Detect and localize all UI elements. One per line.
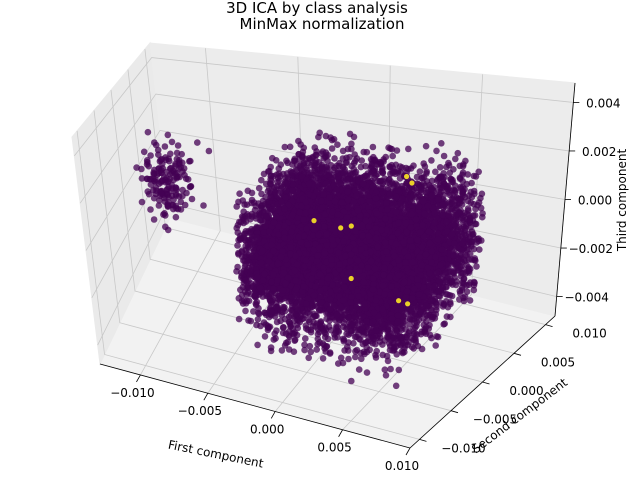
scatter-point-class-0 bbox=[334, 141, 341, 148]
scatter-point-class-0 bbox=[381, 366, 389, 374]
z-grid-line bbox=[74, 57, 574, 157]
scatter-point-class-0 bbox=[242, 307, 249, 315]
scatter-point-class-0 bbox=[382, 372, 390, 379]
scatter-point-class-0 bbox=[313, 346, 321, 353]
scatter-point-class-0 bbox=[389, 152, 397, 160]
scatter-point-class-0 bbox=[352, 168, 360, 176]
scatter-point-class-0 bbox=[258, 190, 265, 198]
scatter-point-class-0 bbox=[428, 157, 435, 164]
scatter-point-class-0 bbox=[255, 184, 263, 192]
scatter-point-class-0 bbox=[393, 351, 401, 358]
scatter-point-class-0 bbox=[346, 130, 354, 138]
scatter-point-class-0 bbox=[434, 333, 442, 341]
scatter-points bbox=[133, 128, 486, 390]
y-grid-line bbox=[76, 130, 420, 440]
scatter-point-class-0 bbox=[369, 143, 377, 151]
scatter-point-class-0 bbox=[358, 157, 366, 164]
scatter-point-class-0 bbox=[413, 173, 421, 181]
scatter-point-class-0 bbox=[457, 290, 464, 297]
z-grid-line bbox=[85, 130, 566, 251]
scatter-point-class-0 bbox=[248, 189, 256, 197]
scatter-point-class-0 bbox=[423, 170, 430, 177]
scatter-point-class-0 bbox=[428, 177, 436, 185]
scatter-point-class-0 bbox=[467, 199, 475, 206]
z-grid-line bbox=[79, 93, 570, 204]
scatter-point-class-0 bbox=[301, 341, 308, 349]
scatter-point-class-0 bbox=[319, 355, 327, 362]
scatter-point-class-0 bbox=[245, 317, 252, 324]
scatter-point-class-0 bbox=[285, 346, 293, 353]
scatter-point-class-0 bbox=[322, 132, 330, 140]
scatter-point-class-0 bbox=[411, 324, 419, 332]
scatter-point-class-0 bbox=[405, 145, 412, 153]
scatter-point-class-0 bbox=[355, 366, 363, 373]
scatter-point-class-0 bbox=[473, 263, 480, 270]
x-grid-line bbox=[140, 48, 221, 376]
scatter-point-class-0 bbox=[393, 326, 401, 334]
scatter-point-class-0 bbox=[250, 308, 257, 315]
scatter-point-class-0 bbox=[307, 348, 315, 356]
scatter-point-class-0 bbox=[422, 142, 430, 150]
scatter-point-class-0 bbox=[236, 190, 243, 197]
scatter-point-class-0 bbox=[234, 263, 241, 271]
scatter-point-class-0 bbox=[234, 242, 241, 249]
scatter-point-class-0 bbox=[314, 340, 322, 348]
scatter-point-class-0 bbox=[254, 341, 261, 349]
scatter-point-class-0 bbox=[433, 147, 440, 155]
scatter-point-class-0 bbox=[432, 310, 440, 318]
scatter-point-class-0 bbox=[352, 353, 359, 361]
scatter-point-class-0 bbox=[286, 143, 294, 151]
scatter-point-class-0 bbox=[456, 296, 463, 303]
scatter-point-class-0 bbox=[348, 140, 355, 148]
scatter-point-class-0 bbox=[462, 157, 469, 165]
scatter-point-class-0 bbox=[305, 354, 313, 362]
scatter-point-class-0 bbox=[470, 245, 478, 253]
scatter-point-class-0 bbox=[313, 148, 320, 155]
scatter-point-class-0 bbox=[337, 354, 345, 362]
scatter-point-class-0 bbox=[416, 168, 424, 175]
scatter-point-class-0 bbox=[281, 143, 289, 151]
scatter-point-class-0 bbox=[239, 197, 247, 204]
scatter-point-class-0 bbox=[331, 155, 338, 162]
y-grid-line bbox=[93, 110, 452, 412]
scatter-point-class-0 bbox=[470, 286, 478, 294]
scatter-point-class-0 bbox=[393, 147, 401, 154]
scatter-point-class-0 bbox=[258, 176, 265, 184]
scatter-point-class-0 bbox=[363, 369, 371, 376]
x-grid-line bbox=[342, 74, 484, 431]
scatter-point-class-0 bbox=[254, 309, 262, 317]
